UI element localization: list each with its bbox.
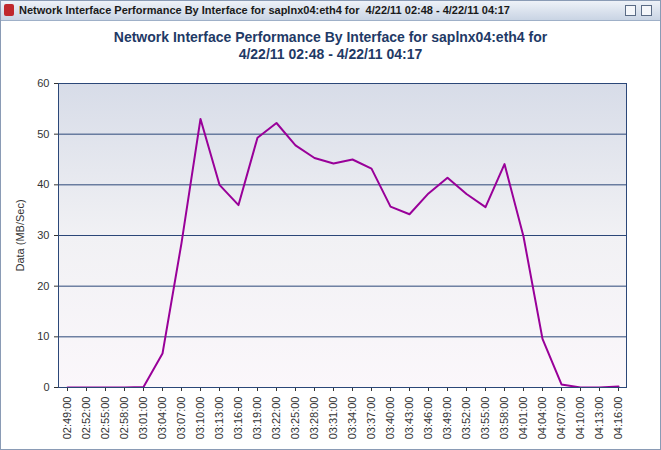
svg-text:04:07:00: 04:07:00 [555,397,567,440]
svg-text:03:10:00: 03:10:00 [194,397,206,440]
svg-text:02:55:00: 02:55:00 [99,397,111,440]
svg-text:03:43:00: 03:43:00 [403,397,415,440]
html-text:Network Interface Performance: Network Interface Performance By Interfa… [19,4,510,16]
svg-text:03:13:00: 03:13:00 [213,397,225,440]
svg-text:50: 50 [37,128,49,140]
svg-text:03:55:00: 03:55:00 [479,397,491,440]
svg-text:03:22:00: 03:22:00 [270,397,282,440]
svg-text:20: 20 [37,280,49,292]
svg-text:03:19:00: 03:19:00 [251,397,263,440]
svg-text:0: 0 [43,381,49,393]
svg-text:03:31:00: 03:31:00 [327,397,339,440]
svg-text:03:01:00: 03:01:00 [137,397,149,440]
svg-text:03:52:00: 03:52:00 [460,397,472,440]
svg-text:03:07:00: 03:07:00 [175,397,187,440]
svg-text:03:49:00: 03:49:00 [441,397,453,440]
svg-text:30: 30 [37,229,49,241]
svg-text:03:46:00: 03:46:00 [422,397,434,440]
html-text:4/22/11 02:48 - 4/22/11 04:17: 4/22/11 02:48 - 4/22/11 04:17 [238,46,423,62]
svg-text:03:28:00: 03:28:00 [308,397,320,440]
svg-text:03:37:00: 03:37:00 [365,397,377,440]
svg-text:10: 10 [37,330,49,342]
svg-text:03:40:00: 03:40:00 [384,397,396,440]
svg-text:03:58:00: 03:58:00 [498,397,510,440]
html-text:Network Interface Performance: Network Interface Performance By Interfa… [113,29,548,45]
svg-text:03:25:00: 03:25:00 [289,397,301,440]
svg-text:40: 40 [37,178,49,190]
svg-text:04:01:00: 04:01:00 [517,397,529,440]
svg-text:02:58:00: 02:58:00 [118,397,130,440]
svg-text:02:49:00: 02:49:00 [61,397,73,440]
svg-text:04:10:00: 04:10:00 [574,397,586,440]
svg-text:04:04:00: 04:04:00 [536,397,548,440]
svg-text:03:34:00: 03:34:00 [346,397,358,440]
svg-text:Data (MB/Sec): Data (MB/Sec) [14,199,26,271]
svg-text:60: 60 [37,77,49,89]
svg-text:03:04:00: 03:04:00 [156,397,168,440]
svg-text:04:13:00: 04:13:00 [593,397,605,440]
svg-text:03:16:00: 03:16:00 [232,397,244,440]
svg-text:02:52:00: 02:52:00 [80,397,92,440]
svg-text:04:16:00: 04:16:00 [612,397,624,440]
